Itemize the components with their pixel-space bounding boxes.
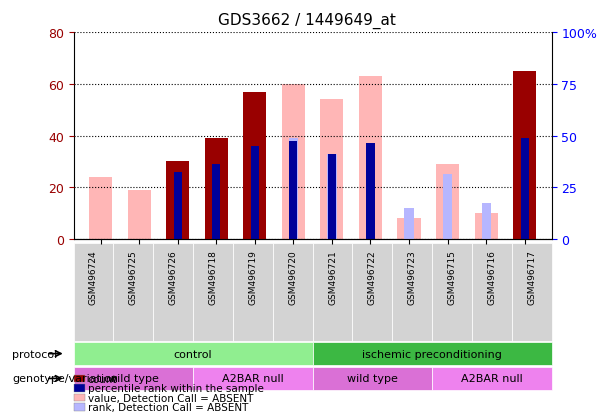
Bar: [520, 139, 529, 240]
Text: A2BAR null: A2BAR null: [461, 373, 523, 384]
Bar: [166, 162, 189, 240]
Text: A2BAR null: A2BAR null: [222, 373, 284, 384]
Text: GSM496717: GSM496717: [527, 250, 536, 305]
Text: GSM496715: GSM496715: [447, 250, 457, 305]
Bar: [359, 77, 382, 240]
Text: GSM496719: GSM496719: [248, 250, 257, 305]
Text: GSM496718: GSM496718: [208, 250, 218, 305]
Bar: [366, 144, 375, 240]
Bar: [482, 204, 491, 240]
Text: GSM496725: GSM496725: [129, 250, 138, 304]
Bar: [251, 147, 259, 240]
Bar: [89, 178, 112, 240]
Bar: [173, 173, 181, 240]
Bar: [289, 141, 297, 240]
Text: rank, Detection Call = ABSENT: rank, Detection Call = ABSENT: [88, 402, 248, 412]
Text: GSM496724: GSM496724: [89, 250, 98, 304]
Bar: [443, 175, 452, 240]
Bar: [243, 93, 267, 240]
Bar: [405, 209, 414, 240]
Text: percentile rank within the sample: percentile rank within the sample: [88, 383, 264, 393]
Text: GSM496726: GSM496726: [169, 250, 178, 304]
Bar: [436, 165, 459, 240]
Text: genotype/variation: genotype/variation: [12, 373, 118, 384]
Text: ischemic preconditioning: ischemic preconditioning: [362, 349, 502, 359]
Text: value, Detection Call = ABSENT: value, Detection Call = ABSENT: [88, 393, 253, 403]
Text: wild type: wild type: [108, 373, 159, 384]
Text: GSM496722: GSM496722: [368, 250, 377, 304]
Bar: [327, 154, 337, 240]
Bar: [328, 154, 336, 240]
Bar: [513, 72, 536, 240]
Bar: [397, 219, 421, 240]
Bar: [474, 214, 498, 240]
Bar: [367, 144, 375, 240]
Bar: [289, 139, 298, 240]
Text: GSM496720: GSM496720: [288, 250, 297, 304]
Bar: [321, 100, 343, 240]
Text: wild type: wild type: [347, 373, 398, 384]
Bar: [282, 85, 305, 240]
Text: GSM496716: GSM496716: [487, 250, 497, 305]
Bar: [212, 165, 220, 240]
Text: count: count: [88, 374, 117, 384]
Text: control: control: [173, 349, 213, 359]
Text: GDS3662 / 1449649_at: GDS3662 / 1449649_at: [218, 12, 395, 28]
Bar: [128, 190, 151, 240]
Text: GSM496721: GSM496721: [328, 250, 337, 304]
Text: protocol: protocol: [12, 349, 58, 359]
Bar: [205, 139, 228, 240]
Text: GSM496723: GSM496723: [408, 250, 417, 304]
